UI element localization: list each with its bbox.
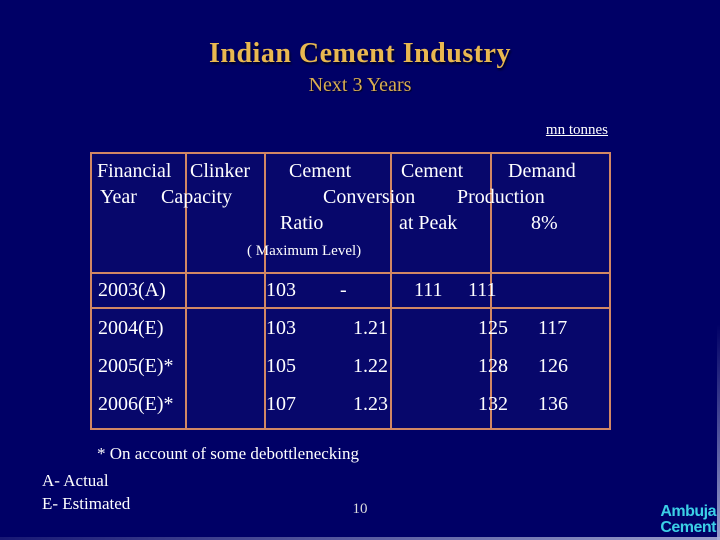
units-label: mn tonnes (545, 122, 608, 138)
header-financial: Financial (97, 160, 172, 182)
row-clinker-capacity: 103 (266, 279, 296, 301)
logo-line1: Ambuja (660, 503, 716, 520)
row-year: 2003(A) (98, 279, 166, 301)
slide-title: Indian Cement Industry (209, 38, 511, 69)
row-conversion-ratio: 1.22 (353, 355, 388, 377)
table-grid-cell (92, 154, 187, 274)
header-ratio: Ratio (280, 212, 324, 234)
header-conversion: Conversion (323, 186, 416, 208)
header-cement-conversion: Cement (289, 160, 352, 182)
row-year: 2006(E)* (98, 393, 174, 415)
header-at-peak: at Peak (399, 212, 458, 234)
table-grid-cell (187, 274, 266, 309)
table-grid-cell (492, 274, 609, 309)
header-clinker: Clinker (190, 160, 250, 182)
table-grid-cell (392, 274, 492, 309)
header-demand-percent: 8% (531, 212, 558, 234)
row-clinker-capacity: 105 (266, 355, 296, 377)
table-grid-cell (266, 154, 392, 274)
table-grid-cell (266, 274, 392, 309)
footnote-estimated: E- Estimated (42, 494, 131, 513)
ambuja-cement-logo: Ambuja Cement (660, 504, 716, 536)
row-year: 2005(E)* (98, 355, 174, 377)
row-clinker-capacity: 103 (266, 317, 296, 339)
header-capacity: Capacity (161, 186, 233, 208)
footnote-actual: A- Actual (42, 471, 109, 490)
table-grid-cell (92, 274, 187, 309)
header-demand: Demand (508, 160, 576, 182)
table-grid-cell (266, 309, 392, 428)
row-clinker-capacity: 107 (266, 393, 296, 415)
table-grid-cell (392, 154, 492, 274)
page-number: 10 (352, 501, 368, 517)
row-production-at-peak: 125 (478, 317, 508, 339)
row-demand: 126 (538, 355, 568, 377)
row-conversion-ratio: 1.21 (353, 317, 388, 339)
footnote-debottlenecking: * On account of some debottlenecking (97, 444, 360, 463)
header-maximum-level-note: ( Maximum Level) (247, 243, 362, 259)
row-conversion-ratio: 1.23 (353, 393, 388, 415)
table-grid-cell (92, 309, 187, 428)
slide-bottom-edge-highlight (0, 537, 720, 540)
row-production-at-peak: 128 (478, 355, 508, 377)
data-table-grid (90, 152, 611, 430)
row-conversion-ratio: - (340, 279, 347, 301)
table-grid-cell (187, 309, 266, 428)
header-cement-production: Cement (401, 160, 464, 182)
table-grid-cell (187, 154, 266, 274)
header-production: Production (457, 186, 545, 208)
table-grid-cell (492, 154, 609, 274)
slide-subtitle: Next 3 Years (308, 74, 412, 96)
header-year: Year (100, 186, 137, 208)
row-demand: 111 (468, 279, 497, 301)
row-production-at-peak: 111 (414, 279, 443, 301)
row-production-at-peak: 132 (478, 393, 508, 415)
row-demand: 117 (538, 317, 568, 339)
row-year: 2004(E) (98, 317, 164, 339)
logo-line2: Cement (660, 519, 716, 536)
row-demand: 136 (538, 393, 568, 415)
slide-right-edge-highlight (717, 0, 720, 540)
table-grid-cell (392, 309, 492, 428)
